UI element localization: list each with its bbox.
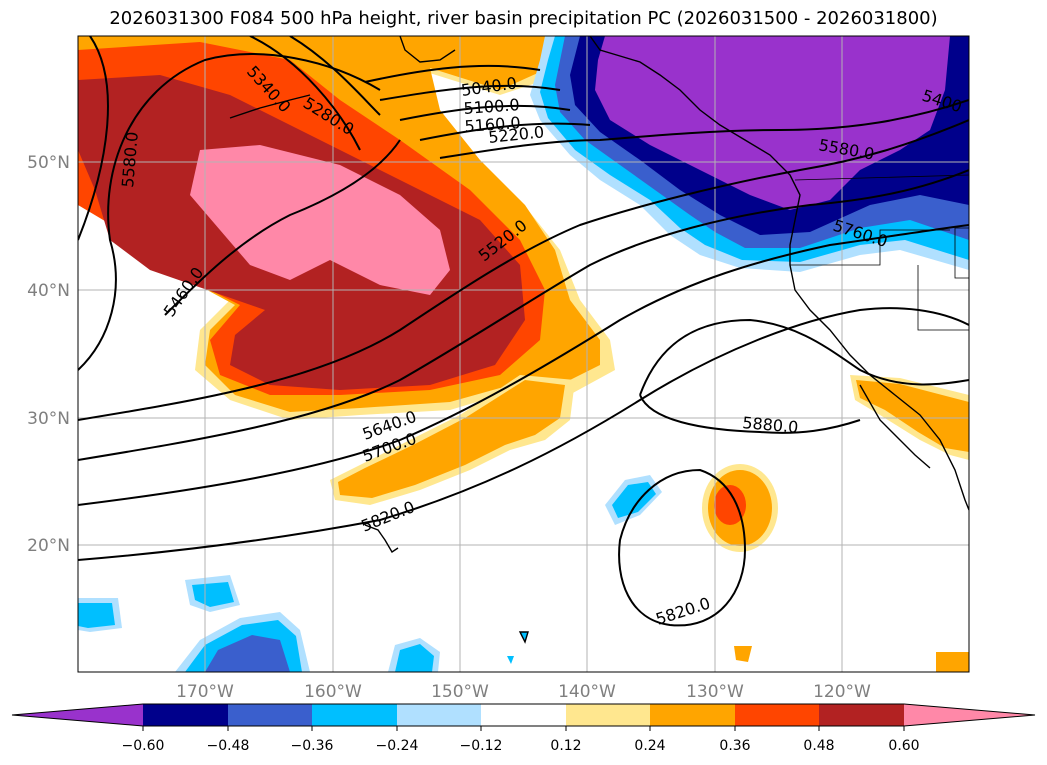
colorbar-swatch <box>566 704 650 726</box>
contour-label: 5580.0 <box>118 131 142 188</box>
colorbar-tick-label: 0.24 <box>634 738 665 754</box>
colorbar-swatch <box>312 704 397 726</box>
map-frame <box>77 35 970 673</box>
chart-title: 2026031300 F084 500 hPa height, river ba… <box>109 8 938 29</box>
lat-label: 50°N <box>27 153 70 173</box>
colorbar-tick-label: 0.48 <box>803 738 834 754</box>
map-panel: 5580.0 5460.0 5340.0 5280.0 5040.0 5100.… <box>78 36 969 672</box>
colorbar-swatch <box>819 704 904 726</box>
negative-anomaly-south <box>78 475 662 672</box>
positive-anomaly-tail <box>330 375 575 505</box>
colorbar-tick-label: 0.60 <box>888 738 919 754</box>
colorbar-tick-label: 0.12 <box>550 738 581 754</box>
colorbar-swatch <box>650 704 735 726</box>
colorbar-tick-label: −0.24 <box>376 738 419 754</box>
height-contours <box>78 36 969 627</box>
colorbar-tick-label: −0.12 <box>460 738 503 754</box>
colorbar-extend-high <box>904 704 1035 726</box>
positive-anomaly-central <box>702 464 778 552</box>
lat-label: 40°N <box>27 281 70 301</box>
colorbar-ticks <box>142 726 905 731</box>
lon-label: 150°W <box>431 682 489 702</box>
colorbar-swatch <box>735 704 819 726</box>
positive-anomaly-west <box>78 36 615 420</box>
lon-label: 130°W <box>686 682 744 702</box>
colorbar: −0.60 −0.48 −0.36 −0.24 −0.12 0.12 0.24 … <box>11 703 1036 754</box>
colorbar-swatch <box>397 704 481 726</box>
colorbar-tick-label: −0.36 <box>291 738 334 754</box>
lat-label: 20°N <box>27 536 70 556</box>
borders <box>790 174 969 331</box>
colorbar-swatch <box>143 704 228 726</box>
contour-label: 5160.0 <box>464 113 521 136</box>
lat-label: 30°N <box>27 409 70 429</box>
lon-label: 120°W <box>813 682 871 702</box>
latitude-labels: 50°N 40°N 30°N 20°N <box>27 153 70 556</box>
contour-label: 5100.0 <box>463 95 520 118</box>
colorbar-swatch <box>228 704 312 726</box>
colorbar-tick-label: 0.36 <box>719 738 750 754</box>
longitude-labels: 170°W 160°W 150°W 140°W 130°W 120°W <box>176 682 871 702</box>
contour-label: 5880.0 <box>742 413 799 437</box>
map-gridlines <box>78 36 969 672</box>
negative-anomaly-northeast <box>530 36 969 272</box>
colorbar-swatch <box>481 704 566 726</box>
lon-label: 140°W <box>558 682 616 702</box>
lon-label: 170°W <box>176 682 234 702</box>
coastlines <box>229 36 969 644</box>
colorbar-tick-label: −0.48 <box>207 738 250 754</box>
colorbar-extend-low <box>12 704 143 726</box>
lon-label: 160°W <box>304 682 362 702</box>
colorbar-tick-label: −0.60 <box>122 738 165 754</box>
